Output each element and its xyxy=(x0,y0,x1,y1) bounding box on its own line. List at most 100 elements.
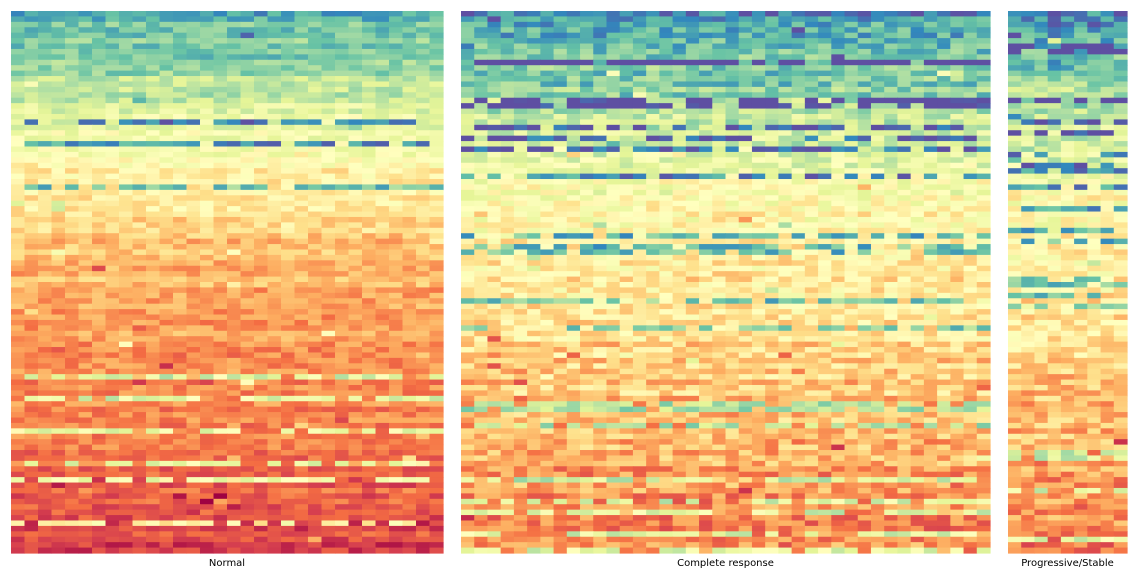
heatmap-cell-normal xyxy=(105,455,120,462)
heatmap-cell-normal xyxy=(38,48,53,55)
heatmap-cell-complete-response xyxy=(923,233,938,240)
heatmap-cell-complete-response xyxy=(593,146,608,153)
heatmap-cell-normal xyxy=(65,32,80,39)
heatmap-cell-complete-response xyxy=(553,135,568,142)
heatmap-cell-normal xyxy=(11,81,26,88)
heatmap-cell-normal xyxy=(132,384,147,391)
heatmap-cell-normal xyxy=(402,298,417,305)
heatmap-cell-complete-response xyxy=(593,38,608,45)
heatmap-cell-normal xyxy=(375,428,390,435)
heatmap-cell-normal xyxy=(24,487,39,494)
heatmap-cell-normal xyxy=(281,401,296,408)
heatmap-cell-normal xyxy=(213,200,228,207)
heatmap-cell-complete-response xyxy=(791,146,806,153)
heatmap-cell-complete-response xyxy=(659,173,674,180)
heatmap-cell-normal xyxy=(335,363,350,370)
heatmap-cell-complete-response xyxy=(725,59,740,66)
heatmap-cell-complete-response xyxy=(593,86,608,93)
heatmap-cell-normal xyxy=(254,536,269,543)
heatmap-cell-normal xyxy=(254,406,269,413)
heatmap-cell-normal xyxy=(308,466,323,473)
heatmap-cell-complete-response xyxy=(976,119,991,126)
heatmap-cell-normal xyxy=(389,493,404,500)
heatmap-cell-normal xyxy=(294,38,309,45)
heatmap-cell-complete-response xyxy=(553,16,568,23)
heatmap-cell-complete-response xyxy=(699,222,713,229)
heatmap-cell-complete-response xyxy=(818,16,832,23)
heatmap-cell-normal xyxy=(11,319,26,326)
heatmap-cell-normal xyxy=(321,287,336,294)
heatmap-cell-normal xyxy=(146,352,161,359)
heatmap-cell-complete-response xyxy=(513,16,528,23)
heatmap-cell-normal xyxy=(429,325,444,332)
heatmap-cell-normal xyxy=(294,92,309,99)
heatmap-cell-complete-response xyxy=(580,211,594,218)
heatmap-cell-complete-response xyxy=(672,32,687,39)
heatmap-cell-normal xyxy=(119,363,134,370)
heatmap-cell-normal xyxy=(375,547,390,554)
heatmap-cell-normal xyxy=(281,97,296,104)
heatmap-cell-complete-response xyxy=(699,21,713,28)
heatmap-cell-normal xyxy=(78,292,93,299)
heatmap-cell-normal xyxy=(200,238,215,245)
heatmap-cell-complete-response xyxy=(712,173,727,180)
heatmap-cell-complete-response xyxy=(976,103,991,110)
heatmap-cell-normal xyxy=(119,384,134,391)
heatmap-cell-complete-response xyxy=(712,130,727,137)
heatmap-cell-normal xyxy=(92,76,107,83)
heatmap-cell-normal xyxy=(132,390,147,397)
heatmap-cell-complete-response xyxy=(976,124,991,131)
heatmap-cell-normal xyxy=(200,59,215,66)
heatmap-cell-complete-response xyxy=(844,157,859,164)
heatmap-cell-normal xyxy=(51,525,66,532)
heatmap-cell-normal xyxy=(132,422,147,429)
heatmap-cell-complete-response xyxy=(474,233,489,240)
heatmap-cell-normal xyxy=(173,525,188,532)
heatmap-cell-complete-response xyxy=(500,59,515,66)
heatmap-cell-complete-response xyxy=(738,124,753,131)
heatmap-cell-complete-response xyxy=(844,43,859,50)
heatmap-cell-normal xyxy=(65,206,80,213)
heatmap-cell-normal xyxy=(429,168,444,175)
heatmap-cell-normal xyxy=(429,384,444,391)
heatmap-cell-normal xyxy=(200,54,215,61)
heatmap-cell-complete-response xyxy=(461,124,475,131)
heatmap-cell-normal xyxy=(200,520,215,527)
heatmap-cell-complete-response xyxy=(540,222,555,229)
heatmap-cell-complete-response xyxy=(778,238,793,245)
heatmap-cell-complete-response xyxy=(857,184,872,191)
heatmap-cell-complete-response xyxy=(831,184,846,191)
heatmap-cell-normal xyxy=(321,341,336,348)
heatmap-cell-normal xyxy=(429,157,444,164)
heatmap-cell-complete-response xyxy=(487,43,502,50)
heatmap-cell-complete-response xyxy=(725,157,740,164)
heatmap-cell-normal xyxy=(294,141,309,148)
heatmap-cell-normal xyxy=(308,444,323,451)
heatmap-cell-complete-response xyxy=(963,206,978,213)
heatmap-cell-complete-response xyxy=(672,65,687,72)
heatmap-cell-complete-response xyxy=(765,97,779,104)
heatmap-cell-normal xyxy=(92,547,107,554)
heatmap-cell-normal xyxy=(240,238,255,245)
heatmap-cell-normal xyxy=(227,487,242,494)
heatmap-cell-normal xyxy=(429,103,444,110)
heatmap-cell-normal xyxy=(105,298,120,305)
heatmap-cell-complete-response xyxy=(500,130,515,137)
heatmap-cell-normal xyxy=(240,384,255,391)
heatmap-cell-complete-response xyxy=(619,76,634,83)
heatmap-cell-normal xyxy=(335,59,350,66)
heatmap-cell-normal xyxy=(159,254,174,261)
heatmap-cell-complete-response xyxy=(566,81,581,88)
heatmap-cell-complete-response xyxy=(910,27,925,34)
heatmap-cell-normal xyxy=(294,151,309,158)
heatmap-cell-normal xyxy=(65,97,80,104)
heatmap-cell-normal xyxy=(38,412,53,419)
heatmap-cell-complete-response xyxy=(738,59,753,66)
heatmap-cell-normal xyxy=(281,325,296,332)
heatmap-cell-normal xyxy=(38,390,53,397)
heatmap-cell-complete-response xyxy=(923,59,938,66)
heatmap-cell-normal xyxy=(38,493,53,500)
heatmap-cell-complete-response xyxy=(778,27,793,34)
heatmap-cell-complete-response xyxy=(765,179,779,186)
heatmap-cell-normal xyxy=(281,309,296,316)
